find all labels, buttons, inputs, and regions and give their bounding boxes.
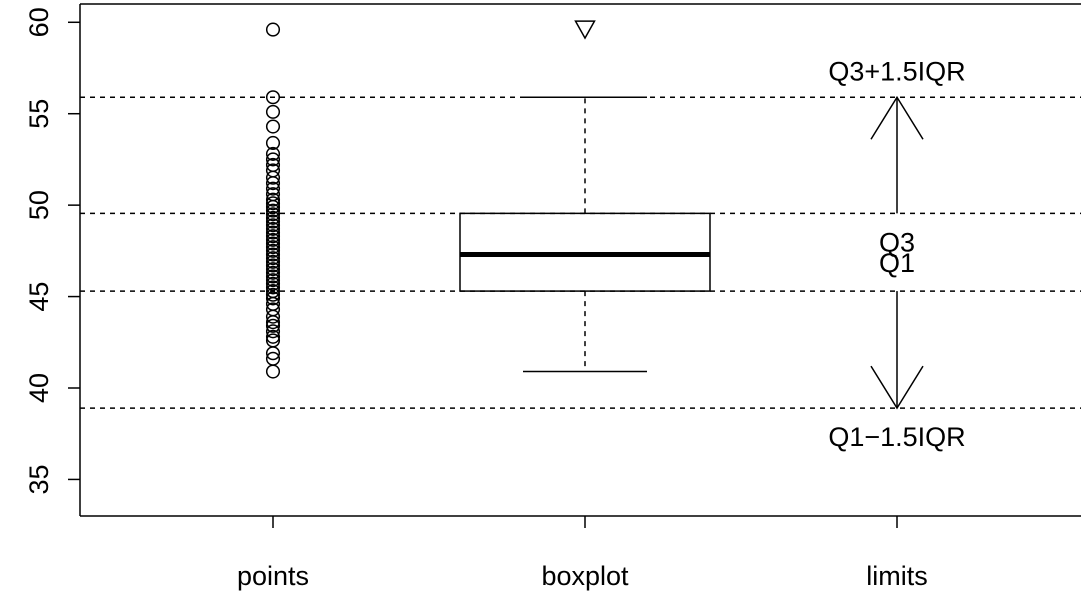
data-point bbox=[265, 192, 281, 207]
points-strip bbox=[265, 22, 281, 379]
data-point bbox=[265, 163, 281, 178]
upper-arrowhead bbox=[870, 95, 924, 140]
data-point bbox=[265, 333, 281, 348]
data-point bbox=[265, 207, 281, 222]
data-point bbox=[265, 225, 281, 240]
data-point bbox=[265, 351, 281, 366]
data-point bbox=[265, 254, 281, 269]
data-point bbox=[265, 104, 281, 119]
data-point bbox=[265, 236, 281, 251]
data-point bbox=[265, 265, 281, 280]
y-tick-label-50: 50 bbox=[24, 190, 54, 220]
x-tick-label-points: points bbox=[237, 561, 309, 591]
label-q3: Q3 bbox=[879, 227, 915, 257]
data-point bbox=[265, 329, 281, 344]
data-point bbox=[265, 318, 281, 333]
x-tick-label-limits: limits bbox=[866, 561, 928, 591]
data-point bbox=[265, 243, 281, 258]
data-point bbox=[265, 157, 281, 172]
data-point bbox=[265, 324, 281, 339]
y-tick-label-60: 60 bbox=[24, 7, 54, 37]
data-point bbox=[265, 196, 281, 211]
outlier-marker bbox=[574, 20, 596, 40]
data-point bbox=[265, 287, 281, 302]
lower-arrowhead bbox=[870, 365, 924, 410]
data-point bbox=[265, 203, 281, 218]
boxplot-box bbox=[459, 20, 711, 373]
x-tick-label-boxplot: boxplot bbox=[541, 561, 629, 591]
limits-arrows bbox=[870, 95, 924, 410]
y-tick-label-55: 55 bbox=[24, 99, 54, 129]
data-point bbox=[265, 218, 281, 233]
data-point bbox=[265, 302, 281, 317]
data-point bbox=[265, 210, 281, 225]
data-point bbox=[265, 364, 281, 379]
data-point bbox=[265, 269, 281, 284]
data-point bbox=[265, 240, 281, 255]
data-point bbox=[265, 146, 281, 161]
y-tick-label-35: 35 bbox=[24, 464, 54, 494]
data-point bbox=[265, 152, 281, 167]
data-point bbox=[265, 187, 281, 202]
data-point bbox=[265, 232, 281, 247]
data-point bbox=[265, 221, 281, 236]
data-point bbox=[265, 276, 281, 291]
data-point bbox=[265, 90, 281, 105]
y-tick-label-45: 45 bbox=[24, 282, 54, 312]
data-point bbox=[265, 262, 281, 277]
data-point bbox=[265, 181, 281, 196]
data-point bbox=[265, 284, 281, 299]
data-point bbox=[265, 214, 281, 229]
data-point bbox=[265, 229, 281, 244]
data-point bbox=[265, 135, 281, 151]
label-upper-limit: Q3+1.5IQR bbox=[828, 56, 965, 86]
data-point bbox=[265, 22, 281, 37]
data-point bbox=[265, 280, 281, 295]
label-lower-limit: Q1−1.5IQR bbox=[828, 422, 965, 452]
data-point bbox=[265, 251, 281, 266]
data-point bbox=[265, 258, 281, 273]
axes: 35 40 45 50 55 60 points boxplot limits bbox=[24, 3, 1081, 591]
data-point bbox=[265, 119, 281, 134]
label-q1: Q1 bbox=[879, 248, 915, 278]
data-point bbox=[265, 291, 281, 306]
data-point bbox=[265, 273, 281, 288]
y-tick-label-40: 40 bbox=[24, 373, 54, 403]
data-point bbox=[265, 247, 281, 262]
